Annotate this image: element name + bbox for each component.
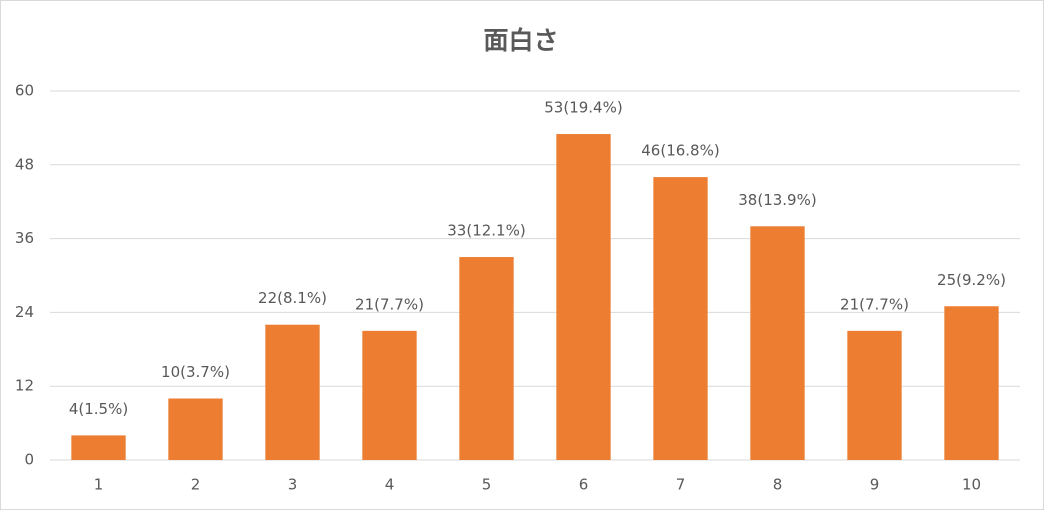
y-tick-label: 48: [15, 155, 34, 173]
chart-title: 面白さ: [483, 26, 558, 55]
y-tick-label: 36: [15, 229, 34, 247]
bar: [71, 435, 126, 460]
x-tick-label: 1: [94, 476, 104, 494]
y-tick-label: 60: [15, 82, 34, 100]
data-label: 25(9.2%): [937, 271, 1006, 289]
x-tick-label: 9: [870, 476, 880, 494]
x-tick-label: 8: [773, 476, 783, 494]
bar: [459, 257, 514, 460]
data-label: 4(1.5%): [69, 400, 128, 418]
y-tick-label: 0: [24, 451, 34, 469]
y-tick-label: 12: [15, 377, 34, 395]
data-label: 33(12.1%): [447, 222, 525, 240]
data-label: 22(8.1%): [258, 289, 327, 307]
data-label: 46(16.8%): [641, 142, 719, 160]
x-tick-label: 3: [288, 476, 298, 494]
bar: [653, 177, 708, 460]
y-tick-label: 24: [15, 303, 34, 321]
data-label: 53(19.4%): [544, 99, 622, 117]
data-label: 21(7.7%): [840, 295, 909, 313]
x-tick-label: 6: [579, 476, 589, 494]
bar: [168, 398, 223, 460]
data-label: 38(13.9%): [738, 191, 816, 209]
x-tick-label: 10: [962, 476, 981, 494]
bar: [556, 134, 611, 461]
data-label: 10(3.7%): [161, 363, 230, 381]
bar: [847, 330, 902, 460]
x-tick-label: 2: [191, 476, 201, 494]
bar: [750, 226, 805, 460]
x-tick-label: 4: [385, 476, 395, 494]
x-tick-label: 7: [676, 476, 686, 494]
bar: [944, 306, 999, 460]
bar: [265, 324, 320, 460]
x-tick-label: 5: [482, 476, 492, 494]
bar: [362, 330, 417, 460]
data-label: 21(7.7%): [355, 295, 424, 313]
